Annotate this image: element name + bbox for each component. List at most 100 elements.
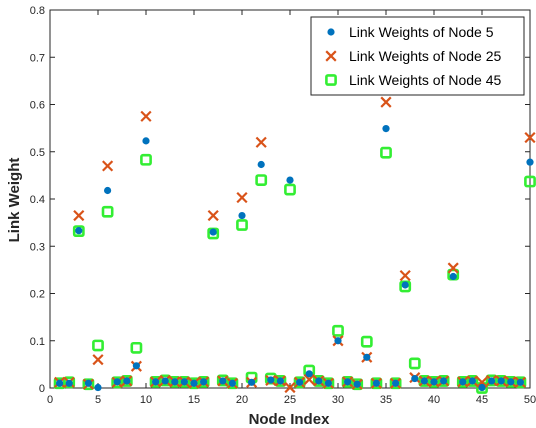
y-tick-label: 0.7: [30, 52, 45, 64]
legend: Link Weights of Node 5 Link Weights of No…: [310, 16, 525, 96]
data-point-s3: [140, 153, 152, 166]
data-point-s3: [130, 341, 143, 354]
data-point-s3: [101, 205, 114, 218]
data-point-s1: [468, 377, 476, 385]
data-point-s1: [276, 377, 284, 385]
legend-entry: Link Weights of Node 5: [327, 24, 494, 40]
series-3: [53, 146, 536, 394]
data-point-s1: [459, 378, 467, 386]
data-point-s3: [351, 378, 364, 391]
data-point-s3: [437, 375, 450, 387]
legend-label: Link Weights of Node 45: [349, 72, 501, 88]
data-point-s1: [392, 379, 400, 387]
data-point-s3: [82, 378, 95, 391]
data-point-s1: [526, 158, 534, 166]
data-point-s1: [171, 378, 179, 386]
legend-marker: [327, 28, 335, 36]
data-point-s3: [524, 175, 536, 188]
data-point-s1: [190, 379, 198, 387]
data-point-s1: [353, 380, 361, 388]
data-point-s1: [430, 378, 438, 386]
x-tick-label: 10: [140, 394, 152, 406]
data-point-s1: [516, 378, 525, 386]
data-point-s1: [209, 228, 217, 236]
x-tick-label: 25: [284, 394, 296, 406]
data-point-s1: [113, 378, 121, 386]
y-tick-label: 0: [39, 383, 45, 395]
data-point-s3: [389, 377, 402, 390]
y-tick-label: 0.3: [30, 241, 45, 253]
data-point-s1: [324, 379, 332, 387]
y-tick-label: 0.1: [30, 336, 45, 348]
data-point-s1: [286, 176, 294, 184]
data-point-s1: [219, 377, 227, 385]
data-point-s2: [255, 136, 267, 148]
data-points: [53, 96, 536, 394]
data-point-s3: [466, 375, 479, 387]
legend-entry: Link Weights of Node 45: [325, 72, 501, 88]
y-tick-label: 0.6: [30, 100, 45, 112]
data-point-s1: [104, 186, 112, 195]
legend-box: [310, 16, 525, 96]
data-point-s2: [303, 373, 315, 386]
data-point-s2: [524, 131, 536, 144]
data-point-s1: [507, 378, 515, 386]
data-point-s3: [197, 375, 210, 388]
series-1: [56, 124, 534, 392]
data-point-s1: [142, 137, 150, 145]
data-point-s1: [123, 377, 131, 385]
y-axis-title: Link Weight: [6, 158, 23, 243]
data-point-s3: [360, 335, 373, 348]
data-point-s3: [226, 377, 239, 390]
legend-marker: [325, 74, 337, 86]
data-point-s3: [514, 376, 527, 389]
data-point-s1: [228, 379, 236, 387]
data-point-s1: [401, 281, 409, 289]
data-point-s1: [488, 377, 496, 385]
x-tick-label: 5: [95, 394, 101, 406]
data-point-s1: [478, 383, 486, 392]
data-point-s3: [370, 377, 383, 390]
data-point-s1: [152, 378, 160, 386]
data-point-s1: [267, 376, 275, 384]
data-point-s3: [236, 219, 248, 231]
data-point-s2: [92, 354, 104, 366]
y-tick-label: 0.4: [30, 194, 45, 206]
x-tick-label: 20: [236, 394, 248, 406]
x-tick-label: 40: [428, 394, 440, 406]
data-point-s3: [255, 174, 268, 186]
data-point-s3: [380, 146, 392, 159]
data-point-s1: [84, 379, 92, 387]
data-point-s2: [380, 96, 392, 108]
data-point-s3: [92, 339, 104, 352]
x-tick-label: 50: [524, 394, 536, 406]
data-point-s3: [120, 375, 133, 387]
data-point-s1: [180, 378, 188, 386]
data-point-s1: [248, 378, 256, 386]
x-tick-label: 35: [380, 394, 392, 406]
data-point-s2: [140, 110, 152, 122]
data-point-s1: [411, 374, 419, 383]
legend-label: Link Weights of Node 25: [349, 48, 501, 64]
data-point-s1: [344, 378, 352, 386]
data-point-s1: [420, 377, 428, 385]
x-axis-title: Node Index: [249, 411, 331, 428]
data-point-s3: [332, 324, 344, 337]
data-point-s1: [65, 379, 73, 387]
data-point-s2: [236, 192, 248, 204]
y-tick-label: 0.2: [30, 289, 45, 301]
data-point-s2: [447, 262, 459, 274]
x-tick-label: 45: [476, 394, 488, 406]
legend-marker: [325, 50, 337, 62]
data-point-s1: [382, 124, 390, 133]
data-point-s1: [363, 353, 371, 361]
data-point-s1: [449, 272, 457, 281]
data-point-s1: [132, 362, 140, 370]
data-point-s1: [56, 379, 64, 387]
data-point-s3: [72, 225, 85, 238]
data-point-s2: [73, 209, 85, 222]
data-point-s1: [315, 377, 323, 385]
legend-label: Link Weights of Node 5: [349, 24, 494, 40]
data-point-s1: [296, 378, 304, 386]
